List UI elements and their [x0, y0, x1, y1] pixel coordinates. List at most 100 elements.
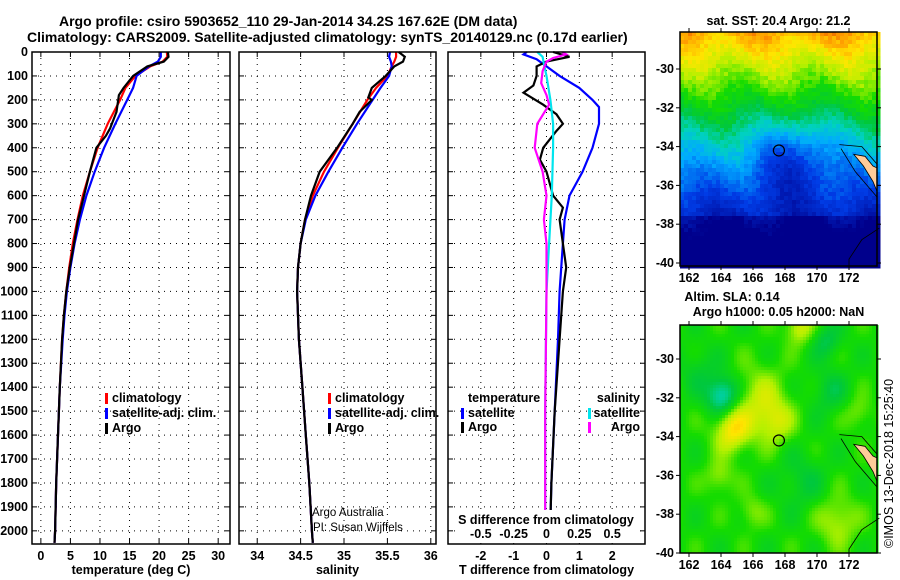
s-tick-label: -0.5: [470, 527, 492, 541]
argo-float-marker: [772, 144, 786, 157]
lon-tick-label: 172: [839, 271, 860, 285]
legend-label: Argo: [335, 421, 365, 435]
y-tick-label: 800: [7, 237, 28, 251]
y-tick-label: 1400: [0, 380, 28, 394]
x-tick-label: 1: [576, 549, 583, 563]
legend-label: Argo: [468, 420, 498, 434]
legend-label: satellite: [593, 406, 640, 420]
x-tick-label: 35: [337, 549, 351, 563]
lon-tick-label: 166: [743, 271, 764, 285]
y-tick-label: 100: [7, 69, 28, 83]
credit-line2: PI: Susan Wijffels: [313, 522, 403, 534]
s-tick-label: 0.25: [567, 527, 591, 541]
lon-tick-label: 168: [775, 271, 796, 285]
map-frame: [679, 324, 878, 554]
lat-tick-label: -36: [656, 178, 674, 192]
argo-float-marker: [772, 434, 786, 447]
legend-marker: [588, 422, 591, 433]
x-tick-label: 10: [93, 549, 107, 563]
plot-frame: [31, 51, 231, 545]
lon-tick-label: 164: [711, 271, 732, 285]
lat-tick-label: -38: [656, 217, 674, 231]
x-tick-label: 0: [37, 549, 44, 563]
lat-tick-label: -34: [656, 140, 674, 154]
temperature-profile-panel: 0 5 10 15 20 25 300100200300400500600700800900…: [0, 45, 231, 577]
legend-label: Argo: [112, 421, 142, 435]
x-axis-label: temperature (deg C): [72, 563, 191, 577]
lon-tick-label: 172: [839, 558, 860, 572]
s-axis-label-bg: [455, 510, 640, 543]
x-tick-label: 34: [250, 549, 264, 563]
x-tick-label: 20: [152, 549, 166, 563]
s-tick-label: 0: [543, 527, 550, 541]
y-tick-label: 400: [7, 141, 28, 155]
y-tick-label: 0: [21, 45, 28, 59]
x-axis-label: salinity: [316, 563, 359, 577]
lon-tick-label: 170: [807, 558, 828, 572]
x-tick-label: 2: [609, 549, 616, 563]
y-tick-label: 600: [7, 189, 28, 203]
legend-title: temperature: [468, 391, 540, 405]
legend-label: Argo: [611, 420, 641, 434]
legend-label: satellite-adj. clim.: [335, 406, 439, 420]
s-tick-label: -0.25: [499, 527, 528, 541]
lat-tick-label: -34: [656, 430, 674, 444]
legend-marker: [588, 408, 591, 419]
legend-title: salinity: [597, 391, 640, 405]
x-tick-label: 25: [182, 549, 196, 563]
y-tick-label: 1800: [0, 476, 28, 490]
s-tick-label: 0.5: [603, 527, 620, 541]
bathymetry-contour: [839, 144, 880, 266]
legend-marker: [328, 423, 331, 434]
s-axis-label: S difference from climatology: [458, 513, 634, 527]
difference-profile-panel: -2 -1 0 1 2T difference from climatology -0.5…: [447, 50, 646, 577]
sst-map-panel: 162 164 166 168 170 172 -30 -32 -34 -36 -38 -40 sat.…: [656, 14, 881, 285]
y-tick-label: 1900: [0, 500, 28, 514]
lon-tick-label: 162: [679, 271, 700, 285]
legend-marker: [328, 408, 331, 419]
x-tick-label: 34.5: [288, 549, 312, 563]
copyright-label: ©IMOS 13-Dec-2018 15:25:40: [882, 379, 896, 548]
series-line-salinity-argo: [533, 51, 569, 543]
lon-tick-label: 162: [679, 558, 700, 572]
y-tick-label: 1700: [0, 452, 28, 466]
y-tick-label: 1300: [0, 356, 28, 370]
y-tick-label: 1500: [0, 404, 28, 418]
y-tick-label: 1100: [1, 308, 28, 322]
lat-tick-label: -40: [656, 256, 674, 270]
series-line-climatology: [295, 52, 398, 543]
x-tick-label: 35.5: [375, 549, 399, 563]
lon-tick-label: 170: [807, 271, 828, 285]
y-tick-label: 700: [7, 213, 28, 227]
map-subtitle: Argo h1000: 0.05 h2000: NaN: [693, 305, 865, 319]
x-tick-label: 30: [211, 549, 225, 563]
lat-tick-label: -32: [656, 101, 674, 115]
credit-line1: Argo Australia: [312, 507, 384, 519]
y-tick-label: 500: [7, 165, 28, 179]
lon-tick-label: 168: [775, 558, 796, 572]
x-tick-label: 15: [123, 549, 137, 563]
y-tick-label: 300: [7, 117, 28, 131]
x-tick-label: -2: [475, 549, 486, 563]
y-tick-label: 1200: [0, 332, 28, 346]
map-title: sat. SST: 20.4 Argo: 21.2: [706, 14, 850, 28]
legend-label: climatology: [335, 391, 405, 405]
x-tick-label: 5: [67, 549, 74, 563]
series-line-argo: [53, 51, 170, 543]
map-title: Altim. SLA: 0.14: [684, 290, 779, 304]
figure-title-line1: Argo profile: csiro 5903652_110 29-Jan-2…: [59, 13, 517, 29]
legend-label: satellite: [468, 406, 515, 420]
legend-marker: [328, 393, 331, 404]
lat-tick-label: -30: [656, 62, 674, 76]
lon-tick-label: 166: [743, 558, 764, 572]
bathymetry-contour: [839, 434, 880, 553]
legend-label: climatology: [112, 391, 182, 405]
plot-frame: [447, 51, 646, 545]
legend-marker: [105, 393, 108, 404]
y-tick-label: 200: [7, 93, 28, 107]
y-tick-label: 1600: [0, 428, 28, 442]
map-frame: [679, 31, 878, 267]
lat-tick-label: -30: [656, 352, 674, 366]
lat-tick-label: -32: [656, 391, 674, 405]
